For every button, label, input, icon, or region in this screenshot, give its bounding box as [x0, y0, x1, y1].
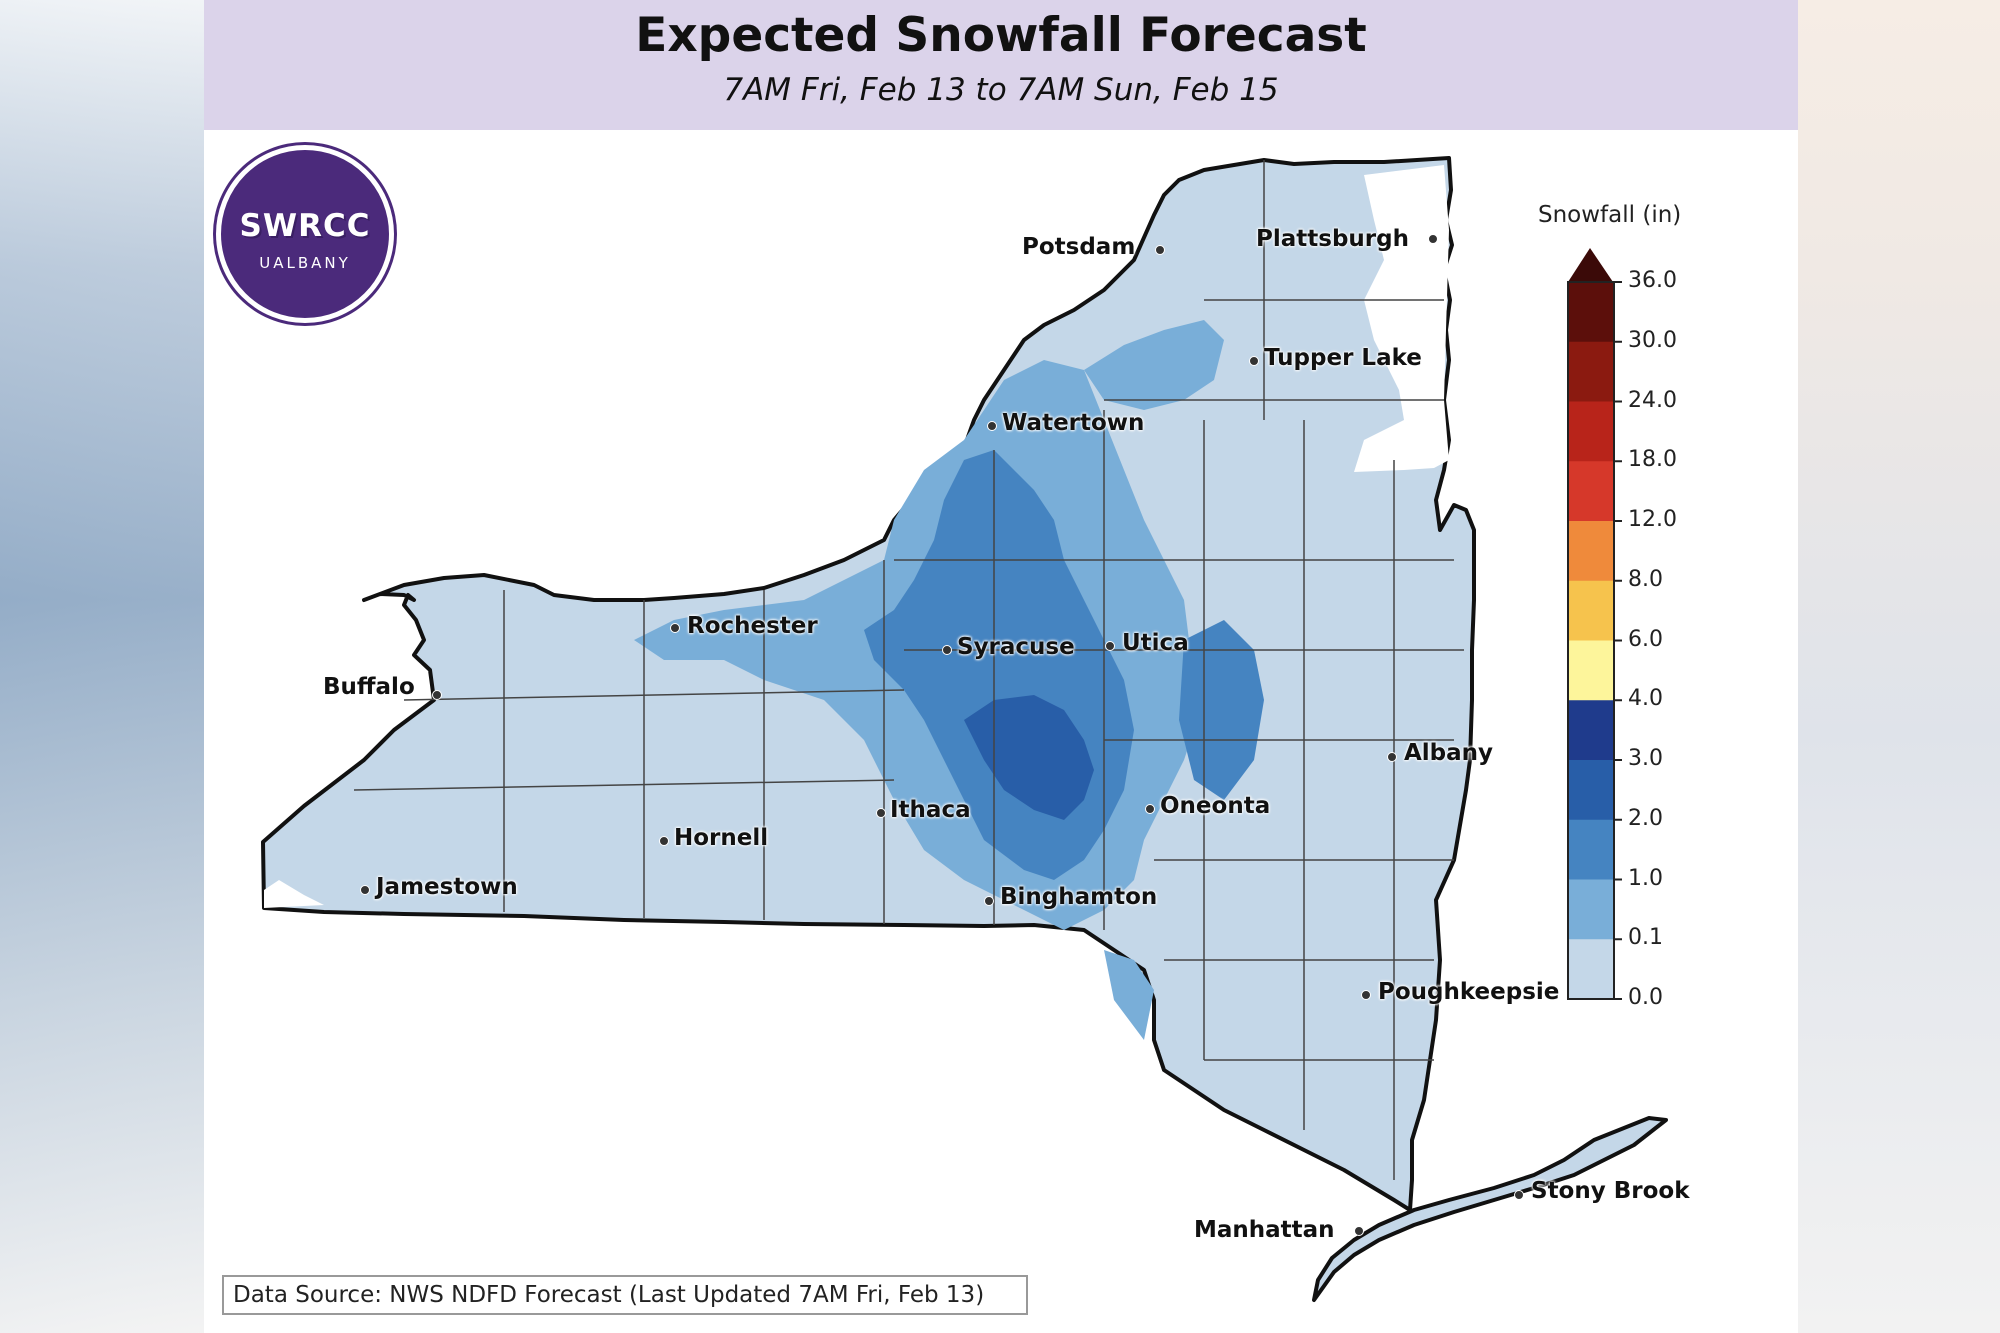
legend-tick-label: 24.0 [1628, 387, 1677, 413]
city-dot-utica [1105, 641, 1115, 651]
forecast-panel: Expected Snowfall Forecast 7AM Fri, Feb … [204, 0, 1798, 1333]
city-label-buffalo: Buffalo [323, 674, 415, 700]
legend-tick-label: 1.0 [1628, 865, 1663, 891]
colorbar-segment [1568, 760, 1614, 821]
map-title: Expected Snowfall Forecast [635, 8, 1367, 63]
legend-tick-label: 0.1 [1628, 925, 1663, 951]
colorbar-segment [1568, 461, 1614, 522]
city-dot-watertown [987, 421, 997, 431]
legend-tick-label: 4.0 [1628, 686, 1663, 712]
data-source-box: Data Source: NWS NDFD Forecast (Last Upd… [222, 1275, 1028, 1315]
city-dot-poughkeepsie [1361, 990, 1371, 1000]
legend-tick-label: 2.0 [1628, 805, 1663, 831]
colorbar-segment [1568, 580, 1614, 641]
city-label-stony-brook: Stony Brook [1531, 1178, 1690, 1204]
city-label-potsdam: Potsdam [1022, 234, 1136, 260]
city-dot-rochester [670, 623, 680, 633]
legend-tick-label: 0.0 [1628, 985, 1663, 1010]
city-dot-hornell [659, 836, 669, 846]
colorbar-extend-arrow [1568, 248, 1613, 282]
city-dot-albany [1387, 752, 1397, 762]
city-label-manhattan: Manhattan [1194, 1217, 1335, 1243]
city-dot-manhattan [1354, 1226, 1364, 1236]
logo-subtext: UALBANY [259, 254, 351, 272]
legend-tick-label: 30.0 [1628, 327, 1677, 353]
legend-tick-label: 3.0 [1628, 746, 1663, 771]
colorbar-segment [1568, 401, 1614, 462]
legend-title: Snowfall (in) [1538, 202, 1682, 228]
snow-patch-north [1084, 320, 1224, 410]
city-dot-plattsburgh [1428, 234, 1438, 244]
swrcc-logo: SWRCC UALBANY [216, 145, 394, 323]
background-right [1798, 0, 2000, 1333]
background-left [0, 0, 204, 1333]
legend-tick-label: 6.0 [1628, 626, 1663, 652]
city-dot-ithaca [876, 808, 886, 818]
colorbar-segment [1568, 700, 1614, 761]
snow-patch-south [1104, 950, 1154, 1040]
legend-tick-label: 12.0 [1628, 507, 1677, 532]
city-label-binghamton: Binghamton [1000, 884, 1158, 910]
legend-tick-label: 18.0 [1628, 447, 1677, 473]
city-dot-buffalo [432, 690, 442, 700]
county-borders [353, 160, 1464, 1180]
city-dot-oneonta [1145, 804, 1155, 814]
colorbar-segment [1568, 879, 1614, 940]
city-dot-potsdam [1155, 245, 1165, 255]
city-label-tupper-lake: Tupper Lake [1264, 345, 1422, 371]
city-label-ithaca: Ithaca [890, 797, 971, 823]
legend-tick-label: 36.0 [1628, 268, 1677, 293]
colorbar-segment [1568, 939, 1614, 1000]
city-label-watertown: Watertown [1002, 410, 1145, 436]
legend-tick-label: 8.0 [1628, 566, 1663, 592]
city-label-hornell: Hornell [674, 825, 769, 851]
long-island-shape [1312, 1116, 1668, 1302]
map-subtitle: 7AM Fri, Feb 13 to 7AM Sun, Feb 15 [723, 72, 1279, 108]
city-label-poughkeepsie: Poughkeepsie [1378, 979, 1560, 1005]
city-label-syracuse: Syracuse [957, 634, 1075, 660]
snow-band-3-4in [964, 695, 1094, 820]
city-dot-tupper-lake [1249, 356, 1259, 366]
snow-patch-east [1179, 620, 1264, 800]
colorbar-segment [1568, 341, 1614, 402]
no-snow-region [1354, 165, 1449, 472]
no-snow-region-west [264, 880, 324, 908]
colorbar-segment [1568, 521, 1614, 582]
city-label-oneonta: Oneonta [1160, 793, 1271, 819]
data-source-text: Data Source: NWS NDFD Forecast (Last Upd… [233, 1282, 985, 1308]
header-band: Expected Snowfall Forecast 7AM Fri, Feb … [204, 0, 1798, 130]
city-dot-stony-brook [1514, 1190, 1524, 1200]
city-dot-syracuse [942, 645, 952, 655]
city-label-jamestown: Jamestown [376, 874, 518, 900]
colorbar-segment [1568, 819, 1614, 880]
colorbar-segment [1568, 282, 1614, 343]
city-dot-binghamton [984, 896, 994, 906]
city-dot-jamestown [360, 885, 370, 895]
city-label-albany: Albany [1404, 740, 1494, 766]
city-label-utica: Utica [1122, 630, 1189, 656]
city-label-plattsburgh: Plattsburgh [1256, 226, 1409, 252]
logo-text: SWRCC [239, 208, 371, 244]
legend-colorbar [1567, 248, 1622, 1000]
city-label-rochester: Rochester [687, 613, 818, 639]
snowfall-map [261, 156, 1668, 1302]
colorbar-segment [1568, 640, 1614, 701]
